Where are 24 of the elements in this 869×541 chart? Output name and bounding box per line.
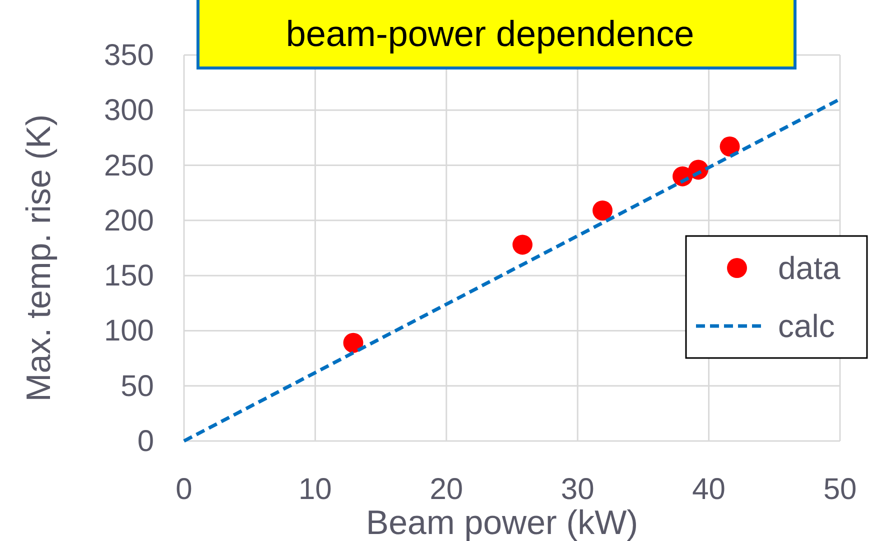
point — [343, 332, 364, 353]
x-tick-label: 30 — [560, 473, 594, 506]
x-tick-label: 0 — [176, 473, 192, 506]
x-tick-label: 40 — [692, 473, 726, 506]
y-tick-label: 350 — [104, 39, 154, 72]
y-tick-label: 50 — [120, 370, 154, 403]
y-tick-label: 200 — [104, 204, 154, 238]
y-tick-label: 300 — [104, 94, 154, 128]
y-tick-label: 100 — [104, 314, 154, 348]
point — [720, 136, 740, 157]
legend-label: calc — [778, 308, 835, 344]
point — [512, 234, 532, 255]
x-axis-title: Beam power (kW) — [366, 504, 638, 541]
x-tick-label: 10 — [298, 473, 332, 506]
legend-label: data — [778, 250, 840, 286]
y-axis-title: Max. temp. rise (K) — [20, 114, 58, 402]
x-tick-label: 50 — [823, 473, 857, 506]
y-tick-label: 150 — [104, 260, 154, 293]
chart-title: beam-power dependence — [286, 13, 694, 54]
x-tick-label: 20 — [430, 473, 464, 506]
point — [592, 200, 613, 221]
y-tick-label: 250 — [104, 149, 154, 182]
title-box: beam-power dependence — [196, 0, 796, 70]
y-tick-label: 0 — [137, 425, 154, 458]
